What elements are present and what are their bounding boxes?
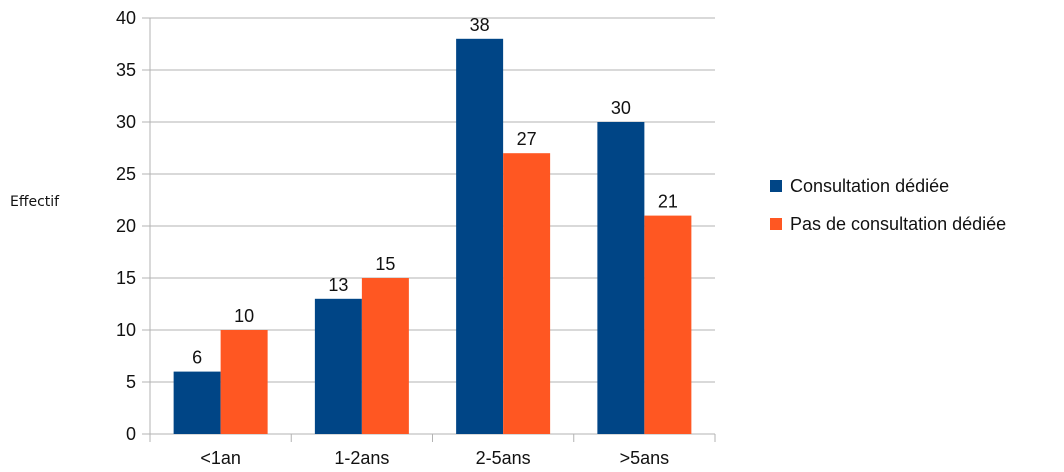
y-tick-label: 25 (116, 164, 136, 184)
y-axis-label: Effectif (10, 194, 60, 210)
bar (503, 153, 551, 434)
y-tick-label: 35 (116, 60, 136, 80)
y-tick-label: 5 (126, 372, 136, 392)
x-tick-label: 1-2ans (334, 448, 389, 468)
bar (644, 215, 692, 434)
y-tick-label: 20 (116, 216, 136, 236)
bar (597, 122, 645, 434)
legend-swatch (770, 180, 782, 192)
y-tick-label: 40 (116, 8, 136, 28)
data-label: 30 (611, 98, 631, 118)
data-label: 6 (192, 348, 202, 368)
y-tick-label: 15 (116, 268, 136, 288)
bar (456, 38, 504, 435)
tick-labels: 0 5 10 15 20 25 30 35 40 <1an 1-2ans 2-5ans >5ans (116, 8, 669, 468)
bar (220, 330, 268, 434)
data-label: 38 (470, 15, 490, 35)
data-label: 15 (375, 254, 395, 274)
data-label: 27 (517, 129, 537, 149)
x-tick-label: 2-5ans (476, 448, 531, 468)
y-tick-label: 10 (116, 320, 136, 340)
data-label: 21 (658, 192, 678, 212)
bar (173, 371, 221, 434)
bar (361, 278, 409, 434)
legend-swatch (770, 218, 782, 230)
data-label: 13 (328, 275, 348, 295)
x-tick-label: <1an (200, 448, 241, 468)
y-tick-label: 0 (126, 424, 136, 444)
bars (173, 38, 692, 435)
legend-label: Consultation dédiée (790, 176, 949, 196)
legend-label: Pas de consultation dédiée (790, 214, 1006, 234)
legend: Consultation dédiée Pas de consultation d… (770, 176, 1006, 234)
data-labels: 6 10 13 15 38 27 30 21 (192, 15, 678, 368)
bar (314, 298, 362, 434)
data-label: 10 (234, 306, 254, 326)
y-tick-label: 30 (116, 112, 136, 132)
x-tick-label: >5ans (620, 448, 670, 468)
